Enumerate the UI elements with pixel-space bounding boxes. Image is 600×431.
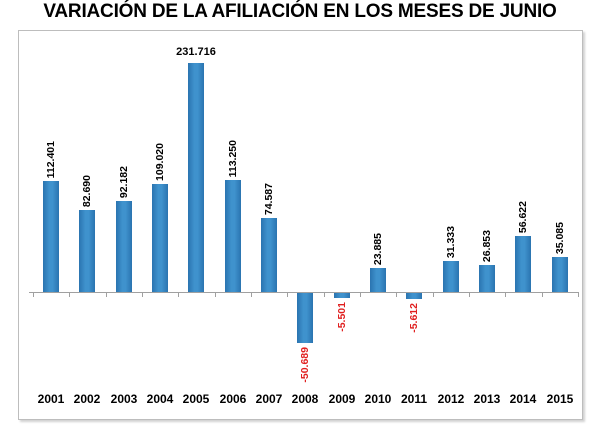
bar-2006: [225, 180, 241, 292]
bar-2013: [479, 265, 495, 292]
bar-value-label: 231.716: [176, 46, 216, 58]
bar-value-label: 35.085: [554, 221, 566, 254]
year-label-2001: 2001: [37, 392, 65, 406]
axis-tick: [105, 293, 107, 297]
bar-value-label: 26.853: [481, 229, 493, 262]
axis-tick: [33, 293, 34, 297]
bar-2004: [152, 184, 168, 292]
bar-2010: [370, 268, 386, 292]
x-axis-line: [29, 292, 579, 293]
bar-value-label: 92.182: [118, 165, 130, 198]
year-label-2008: 2008: [291, 392, 319, 406]
axis-tick: [541, 293, 543, 297]
bar-value-label: -50.689: [299, 347, 311, 383]
axis-tick: [69, 293, 71, 297]
year-label-2014: 2014: [509, 392, 537, 406]
bar-value-label: -5.612: [408, 303, 420, 333]
bar-value-label: 23.885: [372, 232, 384, 265]
bar-value-label: 109.020: [154, 143, 166, 181]
axis-tick: [432, 293, 434, 297]
year-label-2006: 2006: [219, 392, 247, 406]
bar-2014: [515, 236, 531, 292]
bar-2011: [406, 293, 422, 299]
axis-tick: [396, 293, 398, 297]
axis-tick: [141, 293, 143, 297]
bar-value-label: 74.587: [263, 182, 275, 215]
axis-tick: [505, 293, 507, 297]
axis-tick: [577, 293, 579, 297]
bar-2009: [334, 293, 350, 298]
bar-2003: [116, 201, 132, 292]
year-label-2012: 2012: [437, 392, 465, 406]
year-label-2010: 2010: [364, 392, 392, 406]
axis-tick: [214, 293, 216, 297]
axis-tick: [250, 293, 252, 297]
year-label-2009: 2009: [328, 392, 356, 406]
year-label-2011: 2011: [400, 392, 428, 406]
bar-2007: [261, 218, 277, 292]
axis-tick: [287, 293, 289, 297]
bar-value-label: 56.622: [517, 200, 529, 233]
axis-tick: [359, 293, 361, 297]
bar-2012: [443, 261, 459, 292]
bar-2015: [552, 257, 568, 292]
bar-value-label: 113.250: [227, 139, 239, 177]
chart-title: VARIACIÓN DE LA AFILIACIÓN EN LOS MESES …: [43, 1, 557, 22]
axis-tick: [178, 293, 180, 297]
bar-2008: [297, 293, 313, 343]
year-label-2002: 2002: [73, 392, 101, 406]
bar-2002: [79, 210, 95, 292]
year-label-2013: 2013: [473, 392, 501, 406]
year-label-2015: 2015: [546, 392, 574, 406]
bar-value-label: 31.333: [445, 225, 457, 258]
year-label-2007: 2007: [255, 392, 283, 406]
bar-2005: [188, 63, 204, 292]
year-label-2005: 2005: [182, 392, 210, 406]
bar-value-label: -5.501: [336, 302, 348, 332]
axis-tick: [468, 293, 470, 297]
bar-value-label: 82.690: [81, 174, 93, 207]
axis-tick: [323, 293, 325, 297]
bar-2001: [43, 181, 59, 292]
year-label-2003: 2003: [110, 392, 138, 406]
bar-value-label: 112.401: [45, 140, 57, 178]
chart-frame: 112.401 82.690 92.182 109.020 231.716 113.250…: [18, 30, 583, 420]
year-label-2004: 2004: [146, 392, 174, 406]
